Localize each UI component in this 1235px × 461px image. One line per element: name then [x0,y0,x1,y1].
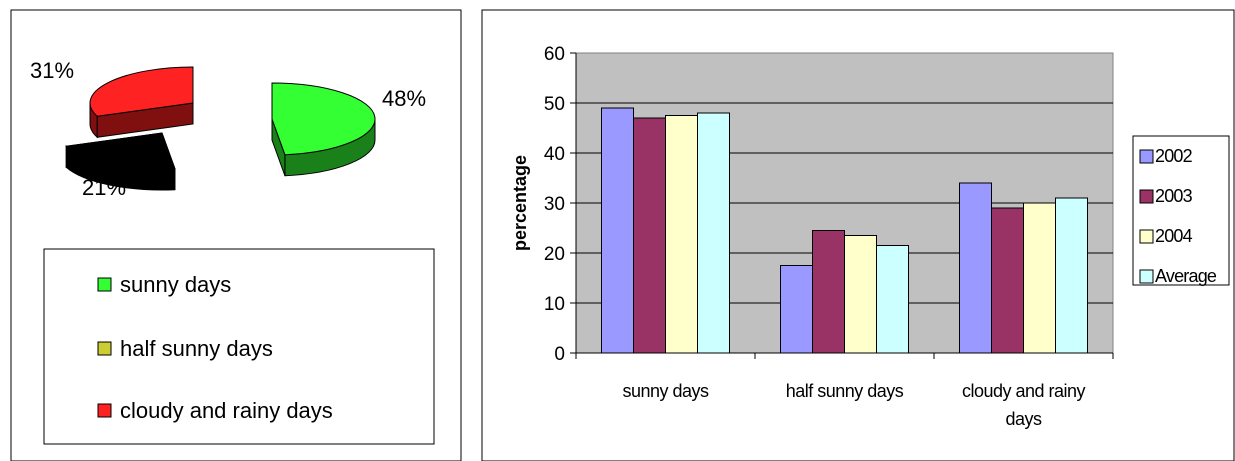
bar-2002-1 [780,265,813,354]
legend-swatch-average [1139,269,1154,284]
pie-legend-item-half-sunny: half sunny days [97,336,273,361]
legend-label-2002: 2002 [1155,146,1193,166]
y-tick-label-40: 40 [544,144,565,165]
bar-legend: 2002 2003 2004 Average [1132,135,1230,286]
x-tick-label-2-1: days [1005,409,1042,429]
x-tick-label-2-0: cloudy and rainy [962,381,1086,401]
pie-slice-sunny-days [271,82,376,177]
pie-label-half-sunny: 21% [82,175,126,200]
pie-3d-slices [65,66,376,191]
bar-2004-0 [665,115,698,354]
bar-chart-panel: 0 10 20 30 40 50 60 sunny days half sunny days c… [481,9,1235,461]
y-tick-label-10: 10 [544,294,565,315]
legend-label-sunny: sunny days [120,272,231,297]
legend-swatch-half-sunny [97,341,112,356]
bar-2002-2 [959,182,992,354]
x-tick-label-0-0: sunny days [622,381,709,401]
legend-swatch-2002 [1139,149,1154,164]
y-tick-label-0: 0 [554,344,565,365]
pie-chart-panel: 48% 21% 31% sunny days half sunny days c… [10,9,462,461]
bar-2002-0 [601,107,634,354]
legend-swatch-2004 [1139,229,1154,244]
bar-average-0 [697,112,730,354]
pie-label-cloudy: 31% [30,58,74,83]
legend-label-2003: 2003 [1155,186,1193,206]
legend-label-cloudy: cloudy and rainy days [120,398,333,423]
pie-slice-cloudy-and-rainy-days [89,66,194,139]
bar-average-1 [876,245,909,354]
bar-average-2 [1055,197,1088,354]
bar-2003-2 [991,207,1024,354]
bar-2003-1 [812,230,845,354]
legend-label-half-sunny: half sunny days [120,336,273,361]
legend-swatch-2003 [1139,189,1154,204]
x-tick-label-1-0: half sunny days [786,381,904,401]
y-tick-label-20: 20 [544,244,565,265]
legend-label-2004: 2004 [1155,226,1193,246]
bars [601,107,1088,354]
pie-label-sunny: 48% [382,86,426,111]
y-tick-label-50: 50 [544,94,565,115]
legend-swatch-sunny [97,277,112,292]
y-tick-label-60: 60 [544,44,565,65]
y-tick-label-30: 30 [544,194,565,215]
pie-slice-half-sunny-days [65,132,176,191]
pie-top-1 [65,132,176,170]
legend-swatch-cloudy [97,403,112,418]
bar-2004-2 [1023,202,1056,354]
y-axis-label: percentage [510,155,530,251]
bar-2004-1 [844,235,877,354]
pie-top-2 [89,66,194,117]
pie-legend-item-sunny: sunny days [97,272,231,297]
bar-2003-0 [633,117,666,354]
y-axis: 0 10 20 30 40 50 60 [544,44,577,365]
legend-label-average: Average [1155,266,1217,286]
pie-legend-item-cloudy: cloudy and rainy days [97,398,333,423]
pie-top-0 [271,82,376,156]
